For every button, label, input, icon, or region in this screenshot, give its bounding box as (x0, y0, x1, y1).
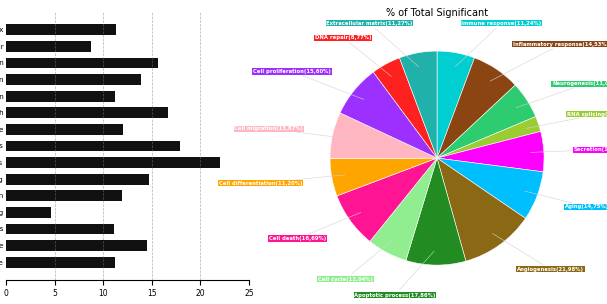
Title: % of Total Significant: % of Total Significant (386, 8, 488, 18)
Bar (6, 41, 91, 52)
Bar (6, 124, 123, 135)
Text: Cell proliferation(15,60%): Cell proliferation(15,60%) (253, 69, 364, 99)
Bar (6, 140, 180, 151)
Wedge shape (373, 58, 437, 158)
Text: Angiogenesis(21,98%): Angiogenesis(21,98%) (492, 233, 584, 272)
Bar (6, 223, 114, 234)
Text: RNA splicing(4,59%): RNA splicing(4,59%) (526, 112, 607, 129)
Wedge shape (330, 113, 437, 159)
Wedge shape (437, 158, 526, 261)
Bar (6, 174, 149, 185)
Text: Secretion(11,97%): Secretion(11,97%) (531, 147, 607, 152)
Wedge shape (340, 72, 437, 158)
Bar (6, 240, 147, 251)
Wedge shape (406, 158, 466, 265)
Bar (6, 57, 158, 68)
Wedge shape (437, 58, 515, 158)
Text: Cell differentiation(11,20%): Cell differentiation(11,20%) (219, 175, 345, 185)
Text: Aging(14,75%): Aging(14,75%) (524, 191, 607, 209)
Wedge shape (330, 158, 437, 196)
Bar (6, 207, 50, 218)
Text: Cell migration(13,87%): Cell migration(13,87%) (234, 126, 345, 138)
Bar (6, 24, 115, 35)
Text: DNA repair(8,77%): DNA repair(8,77%) (315, 35, 392, 76)
Bar (6, 107, 168, 118)
Bar (6, 190, 123, 201)
Bar (6, 257, 115, 268)
Wedge shape (437, 158, 543, 218)
Text: Inflammatory response(14,53%): Inflammatory response(14,53%) (490, 42, 607, 81)
Text: Cell death(16,69%): Cell death(16,69%) (269, 212, 361, 241)
Bar (6, 74, 141, 85)
Wedge shape (437, 117, 541, 158)
Bar (6, 91, 115, 102)
Text: Apoptotic process(17,86%): Apoptotic process(17,86%) (354, 251, 435, 298)
Wedge shape (437, 85, 536, 158)
Bar (6, 157, 220, 168)
Text: Extracellular matrix(11,27%): Extracellular matrix(11,27%) (326, 21, 419, 67)
Text: Cell cycle(12,04%): Cell cycle(12,04%) (318, 240, 392, 282)
Wedge shape (437, 131, 544, 172)
Wedge shape (337, 158, 437, 241)
Wedge shape (370, 158, 437, 261)
Text: Neurogenesis(11,08%): Neurogenesis(11,08%) (516, 81, 607, 108)
Text: Immune response(11,24%): Immune response(11,24%) (455, 21, 541, 67)
Wedge shape (437, 51, 475, 158)
Wedge shape (399, 51, 437, 158)
